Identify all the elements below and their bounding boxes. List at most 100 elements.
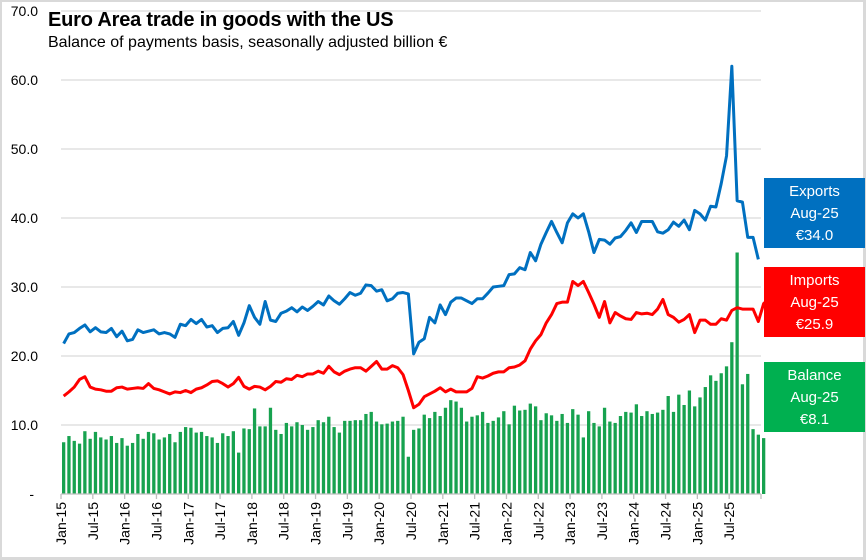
balance-bar — [242, 428, 246, 494]
y-axis-ticks: - 10.0 20.0 30.0 40.0 50.0 60.0 70.0 — [11, 3, 38, 502]
balance-bar — [374, 421, 379, 494]
balance-bar — [655, 412, 660, 494]
imports-callout-series: Imports — [789, 272, 840, 289]
balance-bar — [486, 422, 490, 494]
balance-bar — [380, 424, 384, 494]
balance-bar — [708, 375, 713, 494]
y-tick-label: 30.0 — [11, 279, 38, 295]
balance-bar — [279, 433, 283, 494]
x-tick-label: Jul-21 — [467, 502, 483, 540]
exports-callout: Exports Aug-25 €34.0 — [764, 178, 865, 248]
balance-bar — [422, 414, 426, 494]
balance-bar — [629, 412, 633, 494]
balance-bar — [157, 439, 161, 494]
balance-bar — [608, 421, 612, 494]
balance-bar — [762, 438, 766, 494]
balance-bar — [449, 400, 453, 494]
y-tick-label: 20.0 — [11, 348, 38, 364]
balance-bar — [687, 390, 692, 494]
balance-bar — [353, 420, 357, 494]
imports-callout: Imports Aug-25 €25.9 — [764, 267, 865, 337]
balance-bar — [226, 436, 230, 494]
balance-bar — [136, 433, 140, 494]
exports-line — [62, 64, 760, 356]
balance-bar — [650, 413, 654, 494]
balance-bar — [189, 427, 193, 494]
balance-bar — [640, 416, 644, 494]
x-tick-label: Jan-24 — [626, 502, 642, 545]
balance-bar — [337, 432, 342, 494]
balance-bar — [369, 411, 373, 494]
balance-bar — [67, 436, 71, 494]
balance-bar — [252, 408, 257, 494]
balance-bar — [512, 405, 517, 494]
balance-bar — [427, 418, 432, 494]
exports-callout-series: Exports — [789, 183, 840, 200]
balance-callout: Balance Aug-25 €8.1 — [764, 362, 865, 432]
balance-bar — [602, 407, 607, 494]
balance-bar — [300, 425, 304, 494]
y-tick-label: 50.0 — [11, 141, 38, 157]
balance-bar — [581, 437, 585, 494]
balance-bar — [205, 436, 209, 494]
balance-bar — [231, 431, 235, 494]
balance-bar — [120, 438, 124, 494]
balance-bar — [613, 422, 617, 494]
balance-bar — [237, 452, 241, 494]
gridlines — [61, 10, 761, 426]
balance-bar — [210, 437, 214, 494]
balance-bar — [274, 429, 278, 494]
balance-bar — [194, 432, 198, 494]
balance-bar — [724, 366, 729, 494]
balance-bar — [475, 415, 479, 494]
balance-bar — [549, 415, 554, 494]
balance-bar — [443, 407, 448, 494]
x-axis: Jan-15 Jul-15 Jan-16 Jul-16 Jan-17 Jul-17 Jan-… — [53, 493, 762, 545]
balance-bar — [740, 384, 745, 494]
balance-bar — [83, 431, 87, 494]
balance-bar — [316, 420, 320, 494]
balance-bar — [295, 422, 299, 494]
balance-bar — [480, 411, 485, 494]
balance-bar — [115, 442, 119, 494]
balance-bar — [311, 427, 315, 494]
balance-bar — [390, 421, 395, 494]
balance-bar — [491, 420, 495, 494]
balance-bar — [343, 420, 347, 494]
balance-bar — [130, 442, 135, 494]
y-tick-label: 60.0 — [11, 72, 38, 88]
balance-bar — [565, 422, 570, 494]
balance-bar — [364, 413, 368, 494]
balance-bar — [751, 429, 755, 494]
balance-bar — [735, 252, 739, 494]
series-lines — [62, 64, 776, 410]
balance-bar — [263, 426, 267, 494]
balance-bar — [348, 420, 352, 494]
balance-bar — [221, 433, 225, 494]
balance-bar — [496, 417, 501, 494]
balance-bar — [624, 411, 628, 494]
x-tick-label: Jul-23 — [594, 502, 610, 540]
balance-bar — [141, 438, 145, 494]
balance-bar — [268, 407, 273, 494]
x-tick-label: Jul-16 — [148, 502, 164, 540]
balance-bar — [88, 438, 92, 494]
x-tick-label: Jan-19 — [308, 502, 324, 545]
balance-bar — [62, 442, 66, 494]
balance-bar — [109, 436, 114, 494]
imports-callout-value: €25.9 — [795, 316, 834, 333]
x-tick-label: Jul-24 — [658, 502, 674, 540]
balance-bar — [93, 431, 98, 494]
balance-callout-series: Balance — [787, 367, 842, 384]
balance-bar — [258, 426, 262, 494]
balance-bar — [321, 422, 326, 494]
x-tick-label: Jan-17 — [180, 502, 196, 545]
balance-bar — [730, 342, 734, 494]
x-tick-label: Jan-16 — [117, 502, 133, 545]
balance-bar — [719, 373, 723, 494]
balance-bar — [358, 420, 363, 494]
balance-bar — [618, 416, 623, 494]
x-tick-label: Jan-21 — [435, 502, 451, 545]
